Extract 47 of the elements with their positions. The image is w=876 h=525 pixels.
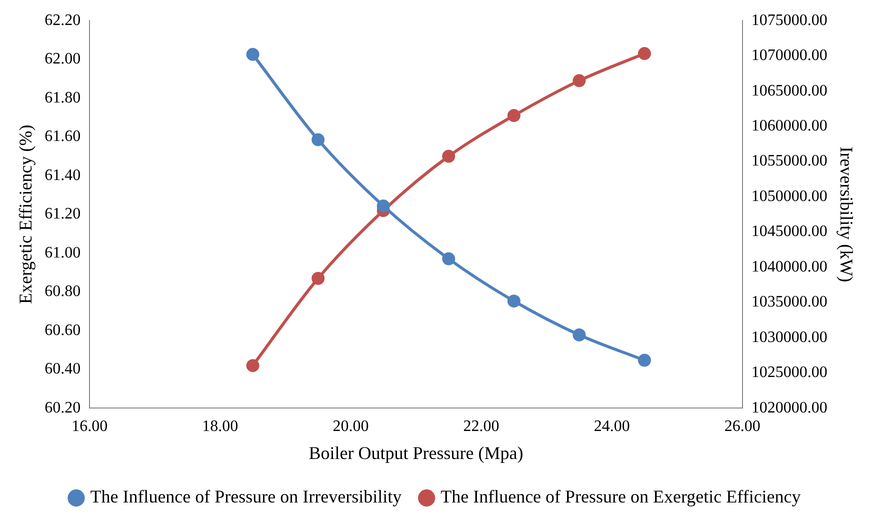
y-axis-title: Exergetic Efficiency (%) (16, 124, 36, 304)
y-tick-label: 60.40 (44, 360, 81, 378)
y2-tick-label: 1030000.00 (751, 328, 828, 346)
y2-tick-label: 1065000.00 (751, 82, 828, 100)
legend-label: The Influence of Pressure on Irreversibility (90, 486, 402, 507)
point (507, 109, 520, 122)
x-axis-title: Boiler Output Pressure (Mpa) (308, 442, 524, 463)
point (507, 294, 520, 308)
x-tick-label: 16.00 (72, 418, 108, 436)
y2-tick-label: 1055000.00 (751, 152, 828, 170)
y2-tick-label: 1070000.00 (751, 47, 828, 64)
y2-tick-label: 1040000.00 (751, 258, 828, 276)
point (312, 133, 325, 146)
point (572, 328, 586, 342)
y2-tick-label: 1035000.00 (751, 294, 828, 311)
legend-label: The Influence of Pressure on Exergetic Efficiency (440, 486, 801, 507)
point (312, 272, 325, 285)
y-tick-label: 61.20 (44, 206, 81, 223)
point (376, 199, 390, 212)
x-tick-label: 26.00 (724, 418, 760, 436)
x-tick-label: 20.00 (332, 418, 369, 436)
point (246, 48, 260, 61)
y2-tick-label: 1045000.00 (751, 223, 828, 240)
point (442, 252, 456, 266)
y-tick-label: 61.60 (44, 128, 81, 146)
y2-tick-label: 1060000.00 (751, 118, 828, 135)
y2-tick-label: 1050000.00 (751, 188, 828, 205)
y2-tick-label: 1075000.00 (751, 12, 828, 29)
x-tick-label: 18.00 (202, 418, 238, 436)
y-tick-label: 60.80 (44, 283, 81, 300)
y-tick-label: 60.20 (44, 399, 81, 416)
x-tick-label: 24.00 (594, 418, 630, 436)
y2-tick-label: 1020000.00 (751, 399, 828, 416)
point (572, 74, 586, 88)
y2-axis-title: Ireversibility (kW) (836, 146, 856, 282)
point (246, 359, 260, 372)
y-tick-label: 62.20 (44, 12, 81, 29)
y-tick-label: 60.60 (44, 322, 81, 339)
x-tick-label: 22.00 (463, 418, 500, 436)
y-tick-label: 62.00 (44, 50, 81, 68)
y-tick-label: 61.00 (44, 244, 81, 262)
point (638, 354, 651, 367)
y-tick-label: 61.80 (44, 89, 81, 106)
point (638, 47, 651, 60)
y-tick-label: 61.40 (44, 166, 81, 184)
y2-tick-label: 1025000.00 (751, 364, 828, 382)
point (442, 150, 456, 163)
